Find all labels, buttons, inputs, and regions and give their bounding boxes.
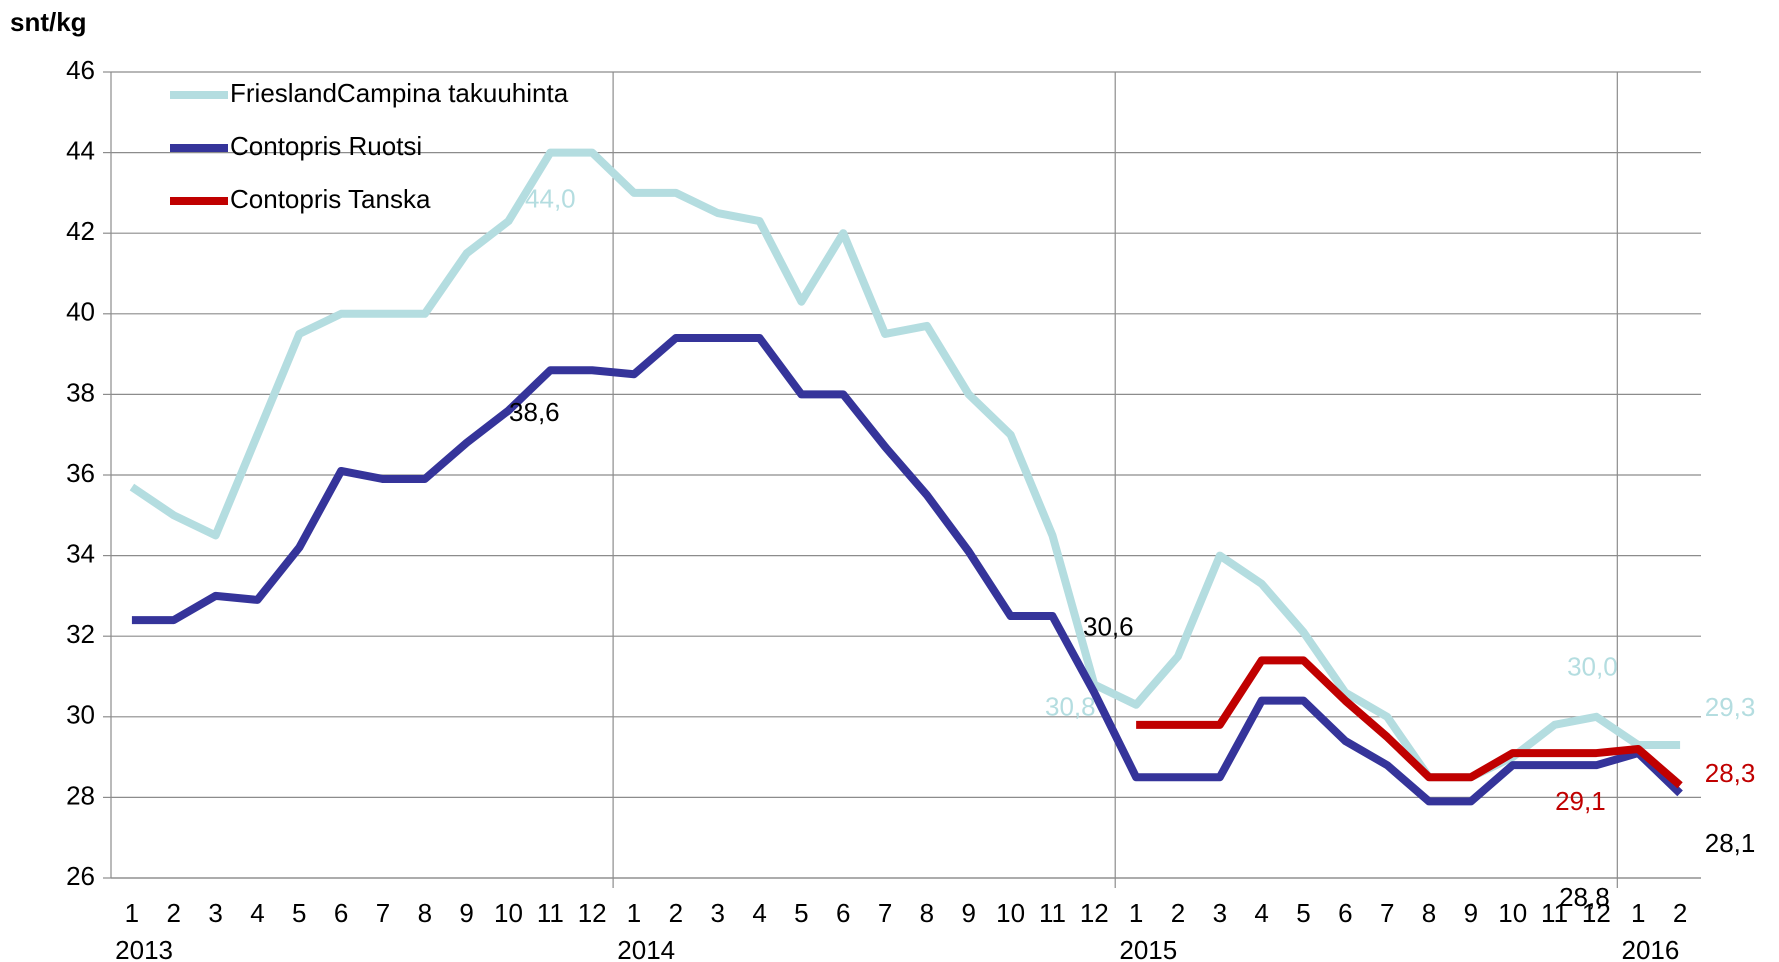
year-label: 2015 (1119, 935, 1177, 962)
x-tick-label: 9 (962, 898, 976, 928)
x-tick-label: 7 (1380, 898, 1394, 928)
x-tick-label: 6 (1338, 898, 1352, 928)
data-label: 44,0 (525, 183, 576, 213)
y-tick-label: 34 (66, 538, 95, 568)
x-tick-label: 7 (878, 898, 892, 928)
x-tick-label: 11 (537, 898, 564, 928)
year-label: 2013 (115, 935, 173, 962)
data-label: 29,1 (1555, 786, 1606, 816)
data-label: 30,0 (1567, 652, 1618, 682)
data-label: 28,8 (1559, 882, 1610, 912)
x-tick-label: 2 (167, 898, 181, 928)
x-tick-label: 9 (1464, 898, 1478, 928)
y-tick-label: 32 (66, 619, 95, 649)
legend-label: FrieslandCampina takuuhinta (230, 78, 569, 108)
y-tick-label: 36 (66, 458, 95, 488)
y-tick-label: 40 (66, 297, 95, 327)
x-tick-label: 1 (125, 898, 139, 928)
x-tick-label: 8 (1422, 898, 1436, 928)
x-tick-label: 8 (418, 898, 432, 928)
x-tick-label: 8 (920, 898, 934, 928)
x-tick-label: 4 (1254, 898, 1268, 928)
data-label: 29,3 (1705, 692, 1756, 722)
x-tick-label: 11 (1039, 898, 1066, 928)
data-label: 28,1 (1705, 828, 1756, 858)
year-label: 2016 (1622, 935, 1680, 962)
y-tick-label: 30 (66, 700, 95, 730)
y-axis-title: snt/kg (10, 7, 87, 37)
series-line (131, 333, 1683, 806)
x-tick-label: 5 (1296, 898, 1310, 928)
x-tick-label: 12 (1080, 898, 1109, 928)
y-tick-label: 26 (66, 861, 95, 891)
x-tick-label: 5 (794, 898, 808, 928)
legend-label: Contopris Ruotsi (230, 131, 422, 161)
x-tick-label: 1 (1129, 898, 1143, 928)
x-tick-label: 1 (1631, 898, 1645, 928)
x-tick-label: 3 (710, 898, 724, 928)
data-label: 28,3 (1705, 758, 1756, 788)
series-line (1136, 656, 1683, 789)
x-tick-label: 12 (1582, 898, 1611, 928)
y-tick-label: 46 (66, 55, 95, 85)
x-tick-label: 5 (292, 898, 306, 928)
data-label: 38,6 (509, 397, 560, 427)
y-tick-label: 42 (66, 216, 95, 246)
x-tick-label: 10 (1498, 898, 1527, 928)
data-label: 30,8 (1045, 691, 1096, 721)
x-tick-label: 1 (627, 898, 641, 928)
x-tick-label: 10 (494, 898, 523, 928)
legend-label: Contopris Tanska (230, 184, 431, 214)
x-tick-label: 11 (1541, 898, 1568, 928)
x-tick-label: 6 (334, 898, 348, 928)
x-tick-label: 2 (1673, 898, 1687, 928)
x-tick-label: 6 (836, 898, 850, 928)
x-tick-label: 2 (1171, 898, 1185, 928)
x-tick-label: 12 (578, 898, 607, 928)
x-tick-label: 9 (459, 898, 473, 928)
y-tick-label: 44 (66, 135, 95, 165)
year-label: 2014 (617, 935, 675, 962)
y-tick-label: 28 (66, 780, 95, 810)
x-tick-label: 10 (996, 898, 1025, 928)
x-tick-label: 4 (250, 898, 264, 928)
x-tick-label: 7 (376, 898, 390, 928)
x-tick-label: 4 (752, 898, 766, 928)
data-label: 30,6 (1083, 611, 1134, 641)
x-tick-label: 3 (1213, 898, 1227, 928)
y-tick-label: 38 (66, 377, 95, 407)
x-tick-label: 3 (208, 898, 222, 928)
x-tick-label: 2 (669, 898, 683, 928)
